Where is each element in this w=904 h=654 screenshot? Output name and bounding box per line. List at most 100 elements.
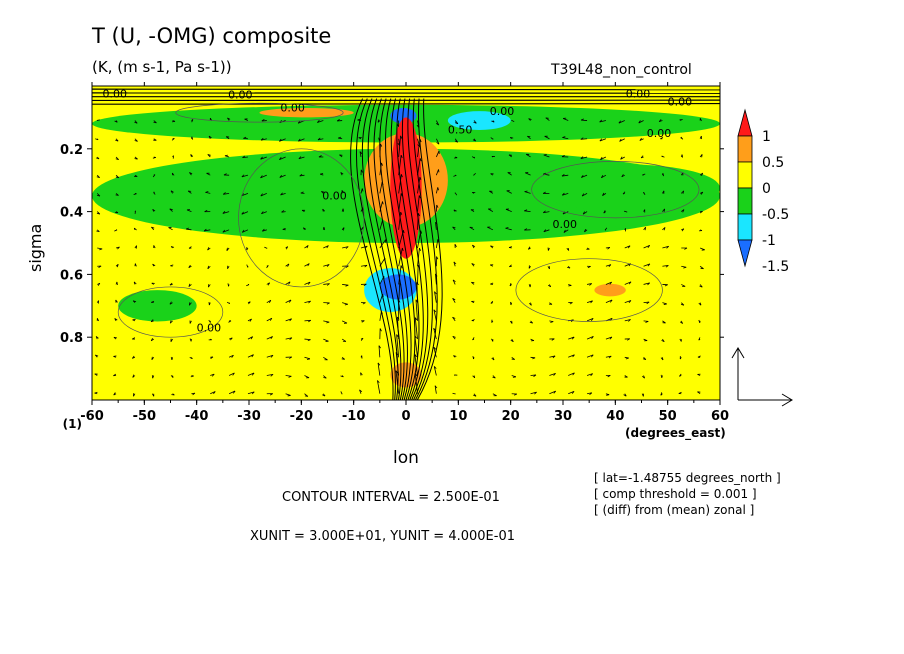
wind-vector: [581, 193, 588, 197]
wind-vector: [543, 211, 550, 214]
wind-vector-head: [207, 154, 211, 156]
wind-vector-head: [326, 264, 330, 267]
wind-vector-head: [580, 137, 584, 140]
wind-vector-head: [647, 282, 650, 286]
wind-vector-head: [609, 281, 612, 285]
wind-vector: [223, 192, 230, 195]
wind-vector-head: [338, 136, 342, 139]
wind-vector-head: [678, 391, 682, 394]
wind-vector-head: [299, 173, 303, 177]
wind-vector: [379, 182, 383, 194]
colorbar: 1 0.5 0 -0.5 -1 -1.5: [737, 108, 789, 275]
wind-vector-head: [95, 336, 99, 339]
wind-vector-head: [568, 285, 572, 287]
wind-vector-head: [360, 337, 364, 341]
wind-vector-head: [113, 373, 117, 377]
wind-vector: [530, 374, 537, 376]
wind-vector: [285, 375, 292, 377]
wind-vector-head: [96, 230, 100, 233]
x-tick-label: 50: [659, 409, 677, 424]
wind-vector: [562, 211, 569, 215]
wind-vector-head: [529, 321, 533, 324]
wind-vector-head: [307, 263, 310, 267]
wind-vector-head: [207, 247, 210, 251]
wind-vector: [624, 319, 631, 322]
wind-vector: [298, 138, 305, 142]
wind-vector: [378, 345, 381, 358]
wind-vector-head: [189, 338, 192, 342]
wind-vector: [210, 391, 216, 395]
wind-vector: [435, 169, 439, 176]
contour-label: 0.50: [448, 124, 473, 137]
wind-vector: [624, 281, 632, 285]
contour-line: [175, 102, 344, 123]
wind-vector: [266, 317, 273, 322]
wind-vector: [97, 247, 103, 250]
wind-vector-head: [508, 246, 513, 248]
wind-vector-head: [628, 300, 632, 303]
contour-line: [414, 98, 438, 400]
wind-vector: [581, 174, 588, 178]
wind-vector-head: [115, 299, 118, 303]
wind-vector: [605, 281, 612, 285]
wind-vector-head: [151, 300, 155, 303]
wind-vector-head: [454, 140, 458, 143]
wind-vector-head: [491, 338, 494, 342]
wind-vector: [359, 151, 362, 158]
wind-vector-head: [664, 284, 668, 287]
note-diff: [ (diff) from (mean) zonal ]: [594, 503, 755, 517]
wind-vector-head: [697, 355, 701, 358]
x-tick-label: 0: [401, 409, 410, 424]
wind-vector-head: [114, 120, 118, 123]
wind-vector-head: [170, 356, 173, 360]
wind-vector-head: [590, 354, 594, 358]
wind-vector-head: [419, 158, 422, 162]
wind-vector-head: [419, 247, 421, 251]
wind-vector: [643, 301, 650, 304]
contour-line: [390, 98, 416, 400]
wind-vector-head: [260, 137, 264, 141]
shaded-region-orange: [594, 283, 626, 297]
wind-vector-head: [699, 211, 703, 214]
wind-vector-head: [241, 211, 244, 215]
wind-vector-head: [280, 192, 283, 196]
wind-vector: [619, 138, 625, 142]
wind-vector-head: [436, 142, 440, 145]
wind-vector-head: [281, 210, 285, 213]
wind-vector: [317, 120, 324, 123]
x-tick-label: -30: [237, 409, 261, 424]
wind-vector-head: [132, 337, 136, 340]
wind-vector-head: [96, 119, 100, 121]
wind-vector-head: [94, 391, 98, 394]
wind-vector: [377, 362, 381, 376]
wind-vector-head: [134, 263, 137, 267]
wind-vector-head: [227, 117, 231, 120]
wind-vector-head: [132, 374, 135, 378]
x-tick-label: -10: [342, 409, 366, 424]
wind-vector-head: [344, 303, 348, 306]
wind-vector-head: [307, 281, 311, 285]
wind-vector-head: [134, 158, 138, 160]
wind-vector-head: [620, 156, 623, 160]
wind-vector: [247, 336, 253, 340]
wind-vector-head: [622, 191, 626, 195]
wind-vector-head: [96, 318, 100, 322]
wind-vector-head: [97, 282, 101, 286]
wind-vector-head: [191, 119, 194, 123]
wind-vector-head: [361, 320, 365, 323]
shaded-field: [92, 86, 720, 400]
wind-vector-head: [589, 283, 592, 286]
wind-vector-head: [639, 137, 642, 141]
wind-vector-head: [543, 210, 546, 214]
contour-label: 0.00: [553, 218, 578, 231]
wind-vector: [285, 281, 291, 285]
wind-vector-head: [397, 316, 400, 320]
wind-vector-head: [323, 377, 327, 379]
wind-vector: [562, 118, 569, 121]
wind-vector: [342, 302, 348, 305]
y-corner-label: (1): [63, 417, 82, 431]
wind-vector-head: [222, 211, 226, 214]
contour-line: [396, 98, 420, 400]
wind-vector-head: [289, 356, 293, 359]
wind-vector-head: [510, 301, 512, 306]
